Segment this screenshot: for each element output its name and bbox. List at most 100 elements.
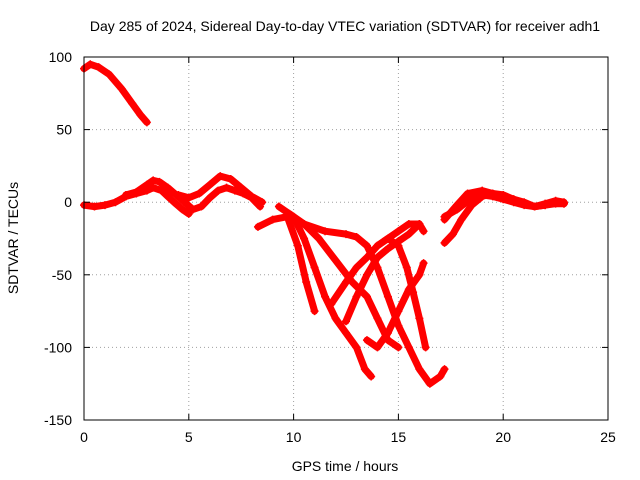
data-point [362,241,371,250]
data-point [352,233,361,242]
data-point [268,215,277,224]
data-point [440,365,449,374]
data-point [394,227,403,236]
data-point [184,209,193,218]
data-point [136,111,145,120]
y-tick-label: -100 [44,339,72,355]
data-point [509,198,518,207]
data-point [237,183,246,192]
data-point [530,202,539,211]
data-point [331,314,340,323]
data-point [230,186,239,195]
data-point [373,253,382,262]
data-point [285,209,294,218]
data-point [149,176,158,185]
x-tick-label: 10 [286,429,302,445]
series-arc-10 [342,219,424,326]
x-tick-label: 5 [185,429,193,445]
series-arc-6 [274,202,376,381]
data-point [415,365,424,374]
data-point [352,292,361,301]
data-point [86,60,95,69]
data-point [100,201,109,210]
data-point [94,63,103,72]
data-point [551,198,560,207]
data-point [421,343,430,352]
data-point [149,183,158,192]
data-point [321,227,330,236]
data-point [419,227,428,236]
series-arc-15 [440,190,568,221]
plot-frame [83,56,609,421]
data-point [463,189,472,198]
y-tick-label: -150 [44,412,72,428]
data-point [453,205,462,214]
data-point [142,180,151,189]
data-point [425,379,434,388]
data-point [404,219,413,228]
data-point [383,328,392,337]
series-arc-4 [174,172,267,207]
data-point [310,307,319,316]
data-point [274,202,283,211]
data-point [214,186,223,195]
chart-title: Day 285 of 2024, Sidereal Day-to-day VTE… [90,18,600,34]
x-tick-label: 0 [80,429,88,445]
data-point [205,180,214,189]
data-point [360,365,369,374]
data-point [394,307,403,316]
data-point [409,288,418,297]
data-point [90,202,99,211]
series-arc-1 [80,60,151,127]
data-point [383,244,392,253]
data-point [352,343,361,352]
data-point [383,234,392,243]
data-point [117,84,126,93]
data-point [373,241,382,250]
series-arc-8 [300,219,449,388]
data-point [415,219,424,228]
data-point [174,190,183,199]
data-point [342,230,350,239]
data-point [448,230,457,239]
data-point [467,193,476,202]
data-point [258,198,267,207]
data-point [342,328,350,337]
series-line [254,213,319,315]
data-point [394,241,403,250]
data-point [331,256,340,265]
data-series [80,60,568,388]
series-arc-2 [80,183,193,218]
data-point [247,192,256,201]
data-point [105,70,114,79]
data-point [362,253,371,262]
data-point [195,189,204,198]
x-axis-label: GPS time / hours [292,458,399,474]
data-point [226,174,235,183]
data-point [362,270,371,279]
data-point [415,314,424,323]
y-tick-label: 0 [64,194,72,210]
series-arc-3 [121,176,265,214]
data-point [300,234,309,243]
data-point [253,222,262,231]
data-point [373,343,382,352]
data-point [184,193,193,202]
data-point [367,372,376,381]
data-point [419,259,428,268]
data-point [383,292,392,301]
data-point [488,192,497,201]
data-point [404,230,413,239]
data-point [342,278,350,287]
y-tick-label: 50 [56,122,72,138]
data-point [440,212,449,221]
series-arc-11 [362,259,428,352]
data-point [362,336,371,345]
data-point [520,201,529,210]
data-point [362,292,371,301]
data-point [342,317,350,326]
data-point [394,321,403,330]
data-point [321,292,330,301]
data-point [188,205,197,214]
